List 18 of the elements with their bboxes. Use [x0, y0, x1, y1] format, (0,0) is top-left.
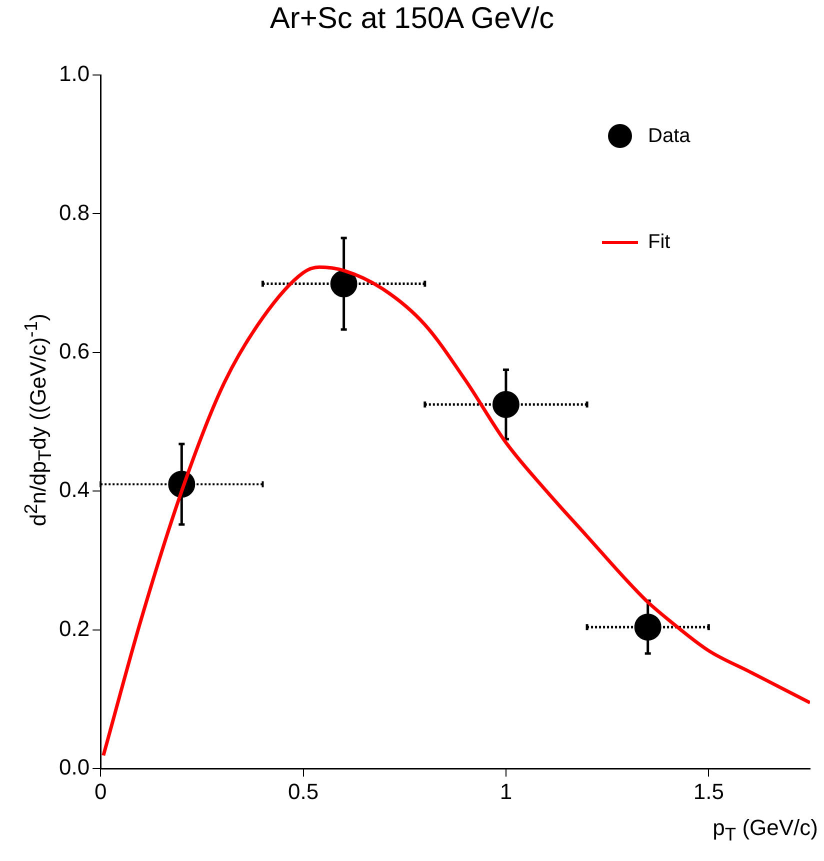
legend-label: Data: [648, 124, 690, 148]
point: [492, 390, 520, 418]
x-tick-label: 0.5: [288, 778, 319, 804]
y-tick-label: 0.2: [58, 616, 90, 641]
y-tick-label: 0.6: [58, 338, 90, 364]
point: [330, 270, 358, 298]
y-tick-label: 0.8: [58, 200, 90, 225]
y-tick-label: 0.4: [58, 477, 90, 502]
x-tick-label: 0: [94, 778, 107, 804]
line-series: [102, 265, 810, 758]
x-tick-label: 1: [500, 778, 512, 804]
point: [634, 614, 662, 641]
y-tick-label: 1.0: [58, 61, 90, 86]
x-tick-label: 1.5: [693, 778, 724, 804]
legend-label: Fit: [648, 230, 670, 254]
y-tick-label: 0.0: [58, 754, 90, 780]
chart-title: Ar+Sc at 150A GeV/c: [268, 2, 556, 36]
x-axis-title: p$_{T}$ (GeV/c): [712, 815, 818, 846]
